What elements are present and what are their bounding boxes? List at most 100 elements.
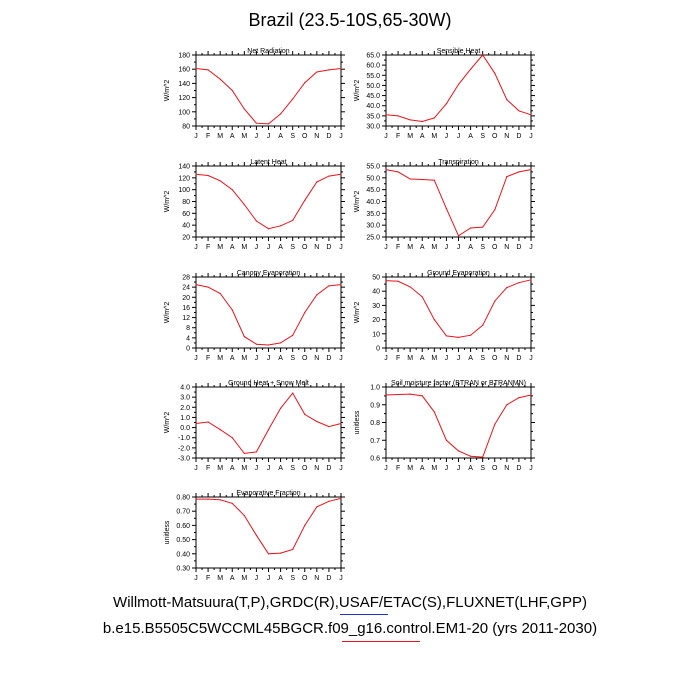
- data-point: [207, 286, 209, 288]
- data-point: [494, 300, 496, 302]
- x-tick-label: M: [407, 133, 413, 140]
- y-tick-label: 0.80: [176, 495, 190, 502]
- data-point: [316, 420, 318, 423]
- x-tick-label: M: [217, 244, 223, 251]
- x-tick-label: A: [230, 465, 235, 472]
- x-tick-label: M: [407, 465, 413, 472]
- x-tick-label: J: [339, 465, 343, 472]
- data-point: [482, 226, 484, 228]
- x-tick-label: F: [206, 465, 210, 472]
- data-point: [457, 336, 460, 338]
- data-point: [219, 499, 221, 501]
- chart-panel-6: J F M A M J J A S O N D J-3.0-2.0-1.00.01.02.03.04.0…: [164, 380, 345, 472]
- data-point: [267, 553, 270, 555]
- x-tick-label: D: [326, 244, 331, 251]
- x-tick-label: J: [384, 244, 388, 251]
- x-tick-label: A: [468, 355, 473, 362]
- y-tick-label: 10: [372, 331, 380, 338]
- y-tick-label: 0: [186, 346, 190, 353]
- y-tick-label: 0.40: [176, 551, 190, 558]
- data-point: [243, 514, 245, 517]
- data-point: [457, 235, 460, 237]
- x-tick-label: S: [290, 133, 295, 140]
- data-point: [328, 500, 330, 502]
- series-line: [385, 169, 532, 237]
- data-point: [530, 394, 532, 396]
- data-point: [267, 123, 270, 125]
- x-tick-label: O: [302, 244, 308, 251]
- x-tick-label: J: [529, 355, 533, 362]
- x-tick-label: M: [241, 244, 247, 251]
- x-tick-label: J: [339, 355, 343, 362]
- data-point: [445, 439, 448, 441]
- x-tick-label: J: [384, 465, 388, 472]
- y-axis-label: W/m^2: [354, 80, 361, 102]
- data-point: [397, 171, 399, 173]
- y-tick-label: 28: [182, 275, 190, 282]
- data-point: [506, 176, 508, 178]
- y-tick-label: 24: [182, 285, 190, 292]
- y-tick-label: 8: [186, 325, 190, 332]
- x-tick-label: A: [420, 133, 425, 140]
- x-tick-label: F: [206, 355, 210, 362]
- data-point: [340, 284, 342, 286]
- x-tick-label: A: [230, 575, 235, 582]
- x-tick-label: S: [480, 133, 485, 140]
- x-tick-label: J: [255, 575, 259, 582]
- y-tick-label: 50: [372, 275, 380, 282]
- data-point: [231, 89, 233, 92]
- data-point: [409, 119, 411, 121]
- x-tick-label: M: [407, 355, 413, 362]
- y-tick-label: 65.0: [366, 53, 380, 60]
- x-tick-label: S: [290, 355, 295, 362]
- y-tick-label: 30: [372, 303, 380, 310]
- y-tick-label: -1.0: [178, 435, 190, 442]
- x-tick-label: A: [278, 244, 283, 251]
- x-tick-label: J: [267, 465, 271, 472]
- data-point: [316, 181, 318, 183]
- data-point: [316, 506, 318, 508]
- x-tick-label: J: [255, 244, 259, 251]
- x-tick-label: J: [339, 133, 343, 140]
- data-point: [433, 179, 435, 181]
- x-tick-label: O: [302, 575, 308, 582]
- y-tick-label: 45.0: [366, 93, 380, 100]
- x-tick-label: A: [468, 244, 473, 251]
- y-tick-label: 80: [182, 199, 190, 206]
- x-tick-label: D: [516, 355, 521, 362]
- x-tick-label: A: [468, 133, 473, 140]
- x-tick-label: N: [314, 244, 319, 251]
- x-tick-label: A: [278, 465, 283, 472]
- data-point: [195, 284, 197, 286]
- x-tick-label: J: [529, 244, 533, 251]
- y-tick-label: 20: [182, 235, 190, 242]
- x-tick-label: M: [431, 244, 437, 251]
- x-tick-label: M: [241, 575, 247, 582]
- data-point: [316, 294, 318, 296]
- x-tick-label: J: [267, 575, 271, 582]
- x-tick-label: N: [314, 133, 319, 140]
- y-tick-label: 1.0: [180, 415, 190, 422]
- data-point: [328, 175, 330, 177]
- y-tick-label: 0: [376, 346, 380, 353]
- data-point: [518, 397, 520, 399]
- data-point: [304, 524, 306, 527]
- data-point: [409, 286, 411, 288]
- y-tick-label: 0.70: [176, 509, 190, 516]
- data-point: [518, 171, 520, 173]
- data-point: [292, 334, 294, 336]
- plot-frame: [385, 165, 532, 238]
- data-point: [385, 394, 387, 396]
- x-tick-label: A: [420, 355, 425, 362]
- data-point: [397, 115, 399, 117]
- x-tick-label: O: [492, 465, 498, 472]
- x-tick-label: M: [217, 465, 223, 472]
- data-point: [195, 498, 197, 500]
- y-axis-label: W/m^2: [164, 412, 171, 434]
- footer-accent-red: [342, 641, 420, 642]
- data-point: [304, 413, 306, 415]
- x-tick-label: J: [194, 244, 198, 251]
- x-tick-label: J: [255, 133, 259, 140]
- x-tick-label: S: [290, 465, 295, 472]
